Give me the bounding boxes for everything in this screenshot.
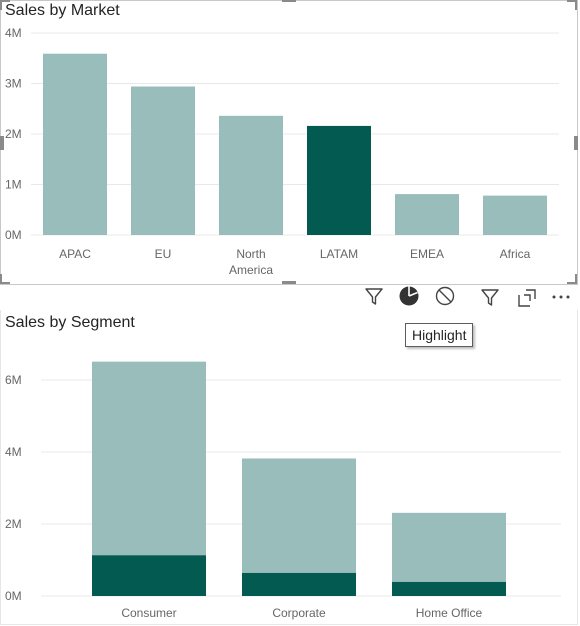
- bar-latam: [307, 125, 371, 235]
- visual-title: Sales by Market: [5, 2, 120, 19]
- resize-handle[interactable]: [0, 282, 10, 284]
- resize-handle[interactable]: [0, 136, 4, 150]
- x-tick-label: EMEA: [410, 247, 444, 261]
- y-tick-label: 0M: [5, 589, 22, 603]
- resize-handle[interactable]: [574, 136, 578, 150]
- y-tick-label: 0M: [5, 228, 22, 242]
- highlight-tooltip: Highlight: [405, 323, 474, 347]
- resize-handle[interactable]: [282, 281, 296, 284]
- y-tick-label: 4M: [5, 445, 22, 459]
- resize-handle[interactable]: [0, 0, 10, 2]
- x-tick-label: North: [236, 247, 265, 261]
- resize-handle[interactable]: [567, 0, 577, 2]
- resize-handle[interactable]: [0, 0, 2, 10]
- resize-handle[interactable]: [567, 282, 577, 284]
- bar-africa: [483, 195, 547, 235]
- x-tick-label: Consumer: [121, 606, 176, 620]
- sales-by-market-chart: 0M 1M 2M 3M 4M APAC EU North America LATAM EMEA Afr…: [5, 26, 559, 277]
- bar-eu: [131, 86, 195, 235]
- y-tick-label: 3M: [5, 77, 22, 91]
- y-tick-label: 1M: [5, 178, 22, 192]
- y-tick-label: 2M: [5, 127, 22, 141]
- bar-highlight-corporate: [242, 572, 356, 596]
- resize-handle[interactable]: [282, 0, 296, 2]
- bar-emea: [395, 194, 459, 235]
- x-tick-label: America: [229, 263, 273, 277]
- bar-apac: [43, 53, 107, 235]
- y-tick-label: 6M: [5, 373, 22, 387]
- more-options-icon[interactable]: [549, 285, 573, 309]
- focus-mode-icon[interactable]: [515, 286, 539, 310]
- y-tick-label: 4M: [5, 26, 22, 40]
- y-tick-label: 2M: [5, 517, 22, 531]
- filter-icon[interactable]: [362, 284, 386, 308]
- x-tick-label: EU: [155, 247, 172, 261]
- resize-handle[interactable]: [575, 0, 577, 10]
- x-tick-label: Africa: [500, 247, 531, 261]
- highlight-pie-icon[interactable]: [397, 284, 421, 308]
- x-tick-label: Home Office: [416, 606, 483, 620]
- bar-north-america: [219, 115, 283, 235]
- visual-filter-icon[interactable]: [478, 285, 502, 309]
- bar-highlight-consumer: [92, 555, 206, 596]
- bar-highlight-home-office: [392, 581, 506, 596]
- sales-by-segment-visual[interactable]: Sales by Segment 0M 2M 4M 6M Consumer Corpora…: [0, 310, 578, 625]
- x-tick-label: LATAM: [320, 247, 358, 261]
- sales-by-market-visual[interactable]: Sales by Market 0M 1M 2M 3M 4M APAC EU North Ame…: [0, 0, 578, 285]
- x-tick-label: APAC: [59, 247, 91, 261]
- visual-title: Sales by Segment: [5, 314, 135, 331]
- sales-by-segment-chart: 0M 2M 4M 6M Consumer Corporate Home Office: [5, 361, 561, 620]
- none-icon[interactable]: [433, 284, 457, 308]
- resize-handle[interactable]: [0, 274, 2, 284]
- x-tick-label: Corporate: [272, 606, 326, 620]
- resize-handle[interactable]: [575, 274, 577, 284]
